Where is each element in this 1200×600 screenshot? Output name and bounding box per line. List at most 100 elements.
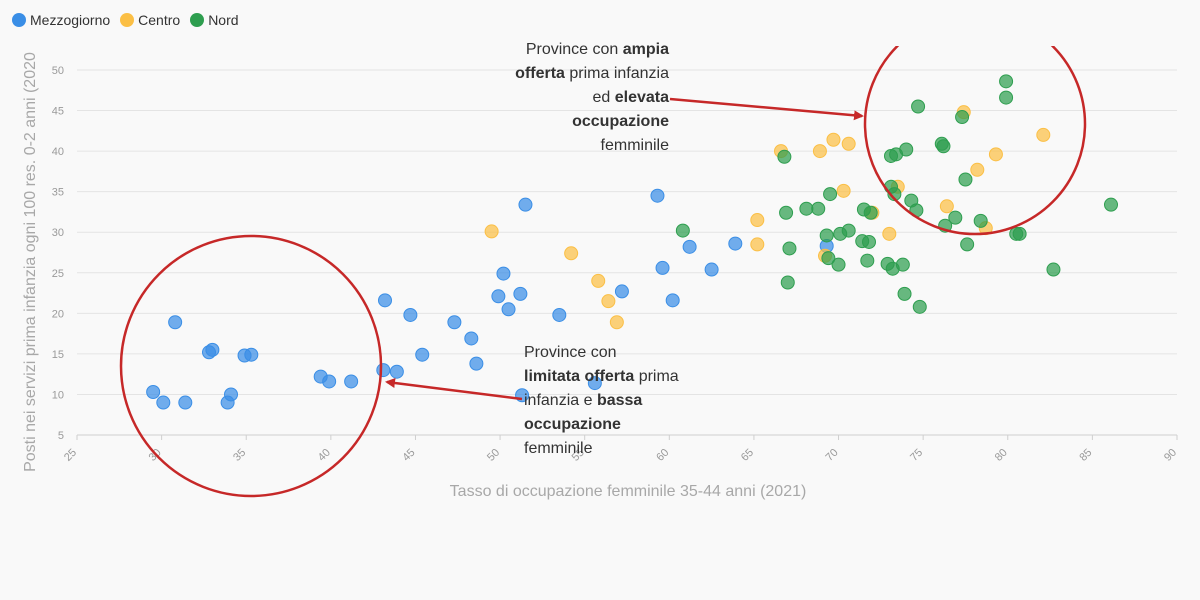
data-point-nord[interactable] <box>955 110 970 125</box>
data-point-mezzogiorno[interactable] <box>156 395 171 410</box>
data-point-centro[interactable] <box>591 273 606 288</box>
legend-item-centro[interactable]: Centro <box>120 12 180 28</box>
data-point-nord[interactable] <box>799 201 814 216</box>
data-point-nord[interactable] <box>780 275 795 290</box>
data-point-mezzogiorno[interactable] <box>491 289 506 304</box>
data-point-mezzogiorno[interactable] <box>728 236 743 251</box>
data-point-mezzogiorno[interactable] <box>665 293 680 308</box>
data-point-nord[interactable] <box>897 286 912 301</box>
data-point-nord[interactable] <box>999 74 1014 89</box>
data-point-centro[interactable] <box>750 237 765 252</box>
data-point-mezzogiorno[interactable] <box>501 302 516 317</box>
data-point-mezzogiorno[interactable] <box>587 376 602 391</box>
x-tick-label: 35 <box>231 447 248 464</box>
data-point-centro[interactable] <box>988 147 1003 162</box>
data-point-mezzogiorno[interactable] <box>168 315 183 330</box>
x-tick-label: 85 <box>1077 447 1094 464</box>
data-point-mezzogiorno[interactable] <box>344 374 359 389</box>
grid <box>77 69 1177 436</box>
data-point-centro[interactable] <box>564 246 579 261</box>
data-point-centro[interactable] <box>1036 127 1051 142</box>
data-point-mezzogiorno[interactable] <box>415 347 430 362</box>
data-point-mezzogiorno[interactable] <box>704 262 719 277</box>
data-point-centro[interactable] <box>812 144 827 159</box>
legend-item-mezzogiorno[interactable]: Mezzogiorno <box>12 12 110 28</box>
data-point-nord[interactable] <box>675 223 690 238</box>
data-point-mezzogiorno[interactable] <box>178 395 193 410</box>
data-point-nord[interactable] <box>895 257 910 272</box>
data-point-nord[interactable] <box>948 210 963 225</box>
arrow-low <box>385 378 523 401</box>
data-point-nord[interactable] <box>821 251 836 266</box>
data-point-centro[interactable] <box>609 315 624 330</box>
data-point-nord[interactable] <box>777 149 792 164</box>
annotation-low-offer: Province con limitata offerta prima infanz… <box>524 341 679 461</box>
annotation-text-run: prima infanzia <box>564 65 669 82</box>
annotation-text-run: Province con <box>524 344 617 361</box>
data-point-mezzogiorno[interactable] <box>447 315 462 330</box>
data-point-centro[interactable] <box>841 136 856 151</box>
data-point-nord[interactable] <box>1012 226 1027 241</box>
data-point-mezzogiorno[interactable] <box>403 307 418 322</box>
data-point-mezzogiorno[interactable] <box>552 307 567 322</box>
data-point-nord[interactable] <box>779 205 794 220</box>
data-point-nord[interactable] <box>831 257 846 272</box>
data-point-mezzogiorno[interactable] <box>469 356 484 371</box>
data-point-nord[interactable] <box>960 237 975 252</box>
data-point-mezzogiorno[interactable] <box>513 286 528 301</box>
data-point-centro[interactable] <box>484 224 499 239</box>
data-point-nord[interactable] <box>841 223 856 238</box>
data-point-mezzogiorno[interactable] <box>650 188 665 203</box>
data-point-nord[interactable] <box>1046 262 1061 277</box>
data-point-mezzogiorno[interactable] <box>146 385 161 400</box>
data-point-nord[interactable] <box>823 187 838 202</box>
data-point-mezzogiorno[interactable] <box>205 342 220 357</box>
data-point-mezzogiorno[interactable] <box>376 363 391 378</box>
data-point-centro[interactable] <box>601 294 616 309</box>
data-point-nord[interactable] <box>911 99 926 114</box>
data-point-nord[interactable] <box>899 142 914 157</box>
data-point-mezzogiorno[interactable] <box>682 239 697 254</box>
x-tick-label: 75 <box>908 447 925 464</box>
legend-item-nord[interactable]: Nord <box>190 12 239 28</box>
data-point-centro[interactable] <box>750 213 765 228</box>
y-tick-label: 10 <box>52 389 64 401</box>
data-point-mezzogiorno[interactable] <box>464 331 479 346</box>
data-point-nord[interactable] <box>782 241 797 256</box>
data-point-nord[interactable] <box>936 139 951 154</box>
data-point-mezzogiorno[interactable] <box>655 260 670 275</box>
data-point-nord[interactable] <box>819 228 834 243</box>
y-tick-label: 20 <box>52 308 64 320</box>
x-axis-title: Tasso di occupazione femminile 35-44 ann… <box>450 483 807 500</box>
data-point-centro[interactable] <box>939 199 954 214</box>
data-point-mezzogiorno[interactable] <box>322 374 337 389</box>
data-point-mezzogiorno[interactable] <box>378 293 392 308</box>
data-point-nord[interactable] <box>1104 197 1118 212</box>
y-tick-label: 15 <box>52 349 64 361</box>
data-point-nord[interactable] <box>912 299 927 314</box>
data-point-nord[interactable] <box>958 172 973 187</box>
data-point-mezzogiorno[interactable] <box>518 197 533 212</box>
data-point-nord[interactable] <box>863 205 878 220</box>
data-point-nord[interactable] <box>999 90 1014 105</box>
data-point-nord[interactable] <box>860 253 875 268</box>
arrow-high <box>669 97 864 121</box>
data-point-mezzogiorno[interactable] <box>244 347 259 362</box>
data-point-centro[interactable] <box>826 132 841 147</box>
legend-label-nord: Nord <box>208 12 239 28</box>
data-point-mezzogiorno[interactable] <box>224 387 238 402</box>
legend: Mezzogiorno Centro Nord <box>12 12 239 28</box>
data-point-centro[interactable] <box>836 183 851 198</box>
data-point-mezzogiorno[interactable] <box>614 284 629 299</box>
annotation-text-run: Province con <box>525 41 623 58</box>
data-point-centro[interactable] <box>882 226 897 241</box>
data-point-mezzogiorno[interactable] <box>389 364 404 379</box>
annotation-text-run: occupazione <box>524 416 621 433</box>
data-point-nord[interactable] <box>811 201 826 216</box>
legend-swatch-centro <box>120 13 135 27</box>
data-point-centro[interactable] <box>970 162 985 177</box>
data-point-nord[interactable] <box>862 234 876 249</box>
y-tick-label: 35 <box>52 187 64 199</box>
data-point-mezzogiorno[interactable] <box>496 266 511 281</box>
data-point-nord[interactable] <box>973 213 988 228</box>
